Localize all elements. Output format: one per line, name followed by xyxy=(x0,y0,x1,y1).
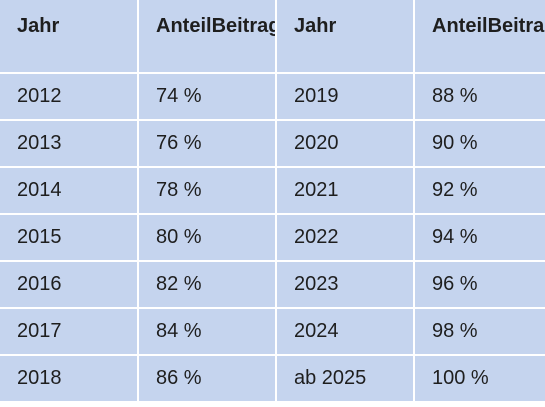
header-label: Beitrag xyxy=(211,15,275,37)
table-header-cell: Jahr xyxy=(277,0,413,72)
share-cell: 96 % xyxy=(415,262,545,307)
share-cell: 76 % xyxy=(139,121,275,166)
share-cell: 78 % xyxy=(139,168,275,213)
header-label: Beitrag xyxy=(487,15,545,37)
share-cell: 86 % xyxy=(139,356,275,401)
share-cell: 98 % xyxy=(415,309,545,354)
header-label: Anteil xyxy=(432,15,488,37)
year-cell: 2018 xyxy=(0,356,137,401)
share-cell: 80 % xyxy=(139,215,275,260)
year-cell: 2023 xyxy=(277,262,413,307)
year-cell: 2015 xyxy=(0,215,137,260)
share-cell: 94 % xyxy=(415,215,545,260)
year-cell: 2021 xyxy=(277,168,413,213)
year-cell: 2019 xyxy=(277,74,413,119)
year-cell: 2012 xyxy=(0,74,137,119)
share-cell: 90 % xyxy=(415,121,545,166)
year-cell: 2024 xyxy=(277,309,413,354)
year-cell: 2013 xyxy=(0,121,137,166)
year-cell: 2017 xyxy=(0,309,137,354)
share-cell: 100 % xyxy=(415,356,545,401)
year-cell: 2020 xyxy=(277,121,413,166)
year-cell: 2016 xyxy=(0,262,137,307)
year-cell: 2014 xyxy=(0,168,137,213)
header-label: Jahr xyxy=(294,15,337,37)
header-label: Jahr xyxy=(17,15,60,37)
share-cell: 82 % xyxy=(139,262,275,307)
header-label: Anteil xyxy=(156,15,212,37)
year-cell: ab 2025 xyxy=(277,356,413,401)
share-cell: 92 % xyxy=(415,168,545,213)
share-cell: 84 % xyxy=(139,309,275,354)
share-cell: 74 % xyxy=(139,74,275,119)
year-cell: 2022 xyxy=(277,215,413,260)
table-header-cell: Jahr xyxy=(0,0,137,72)
share-cell: 88 % xyxy=(415,74,545,119)
